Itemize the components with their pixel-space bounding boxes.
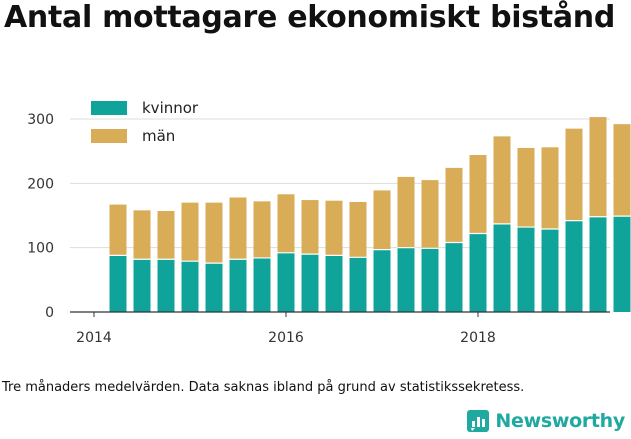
bar-kvinnor: [613, 216, 631, 312]
y-tick-label: 300: [27, 112, 54, 128]
legend-label: män: [142, 127, 175, 145]
bar-man: [301, 200, 319, 255]
legend-swatch: [91, 129, 127, 143]
bar-man: [109, 204, 127, 256]
legend-label: kvinnor: [142, 99, 199, 117]
bar-man: [445, 167, 463, 243]
bar-kvinnor: [157, 259, 175, 312]
bar-man: [589, 117, 607, 217]
bar-man: [493, 136, 511, 224]
bar-kvinnor: [565, 220, 583, 312]
bar-kvinnor: [541, 229, 559, 312]
bar-man: [613, 124, 631, 217]
footnote: Tre månaders medelvärden. Data saknas ib…: [2, 380, 525, 395]
bar-kvinnor: [421, 248, 439, 312]
bar-kvinnor: [109, 255, 127, 312]
y-tick-label: 100: [27, 241, 54, 257]
bar-kvinnor: [517, 227, 535, 312]
bar-man: [565, 128, 583, 221]
bar-man: [205, 202, 223, 264]
bar-man: [517, 147, 535, 228]
bar-kvinnor: [469, 233, 487, 312]
bar-series: [109, 117, 631, 312]
newsworthy-logo-icon: [467, 410, 490, 432]
bar-kvinnor: [493, 223, 511, 312]
bar-kvinnor: [301, 254, 319, 312]
bar-kvinnor: [349, 257, 367, 312]
bar-man: [421, 180, 439, 249]
bar-kvinnor: [373, 249, 391, 312]
x-tick-label: 2014: [76, 330, 112, 346]
bar-kvinnor: [181, 261, 199, 312]
bar-kvinnor: [445, 242, 463, 312]
bar-man: [349, 201, 367, 258]
brand-name: Newsworthy: [495, 410, 625, 432]
bar-chart: 0100200300201420162018202020222024 kvinn…: [27, 99, 631, 346]
bar-man: [325, 200, 343, 256]
bar-kvinnor: [229, 259, 247, 312]
bar-man: [229, 197, 247, 260]
bar-man: [469, 155, 487, 234]
y-tick-label: 200: [27, 176, 54, 192]
legend: kvinnor män: [91, 99, 199, 145]
brand: Newsworthy: [467, 410, 625, 432]
bar-man: [397, 176, 415, 248]
axes: 0100200300201420162018202020222024: [27, 112, 610, 346]
legend-swatch: [91, 101, 127, 115]
y-tick-label: 0: [45, 305, 54, 321]
bar-man: [181, 202, 199, 262]
x-tick-label: 2016: [268, 330, 304, 346]
x-tick-label: 2018: [460, 330, 496, 346]
bar-kvinnor: [589, 216, 607, 312]
bar-man: [373, 190, 391, 250]
bar-man: [253, 201, 271, 258]
chart-title: Antal mottagare ekonomiskt bistånd: [4, 0, 616, 35]
bar-kvinnor: [325, 255, 343, 312]
bar-man: [277, 194, 295, 253]
bar-kvinnor: [133, 259, 151, 312]
bar-kvinnor: [277, 252, 295, 312]
bar-kvinnor: [205, 263, 223, 312]
bar-man: [133, 210, 151, 260]
bar-man: [157, 210, 175, 260]
bar-man: [541, 147, 559, 230]
bar-kvinnor: [397, 247, 415, 312]
bar-kvinnor: [253, 257, 271, 312]
